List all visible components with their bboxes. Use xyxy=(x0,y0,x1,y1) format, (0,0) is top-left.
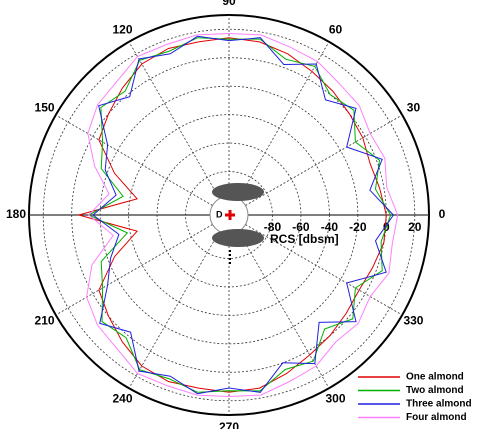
series-line xyxy=(92,35,395,395)
theta-tick-label: 300 xyxy=(325,392,345,406)
theta-tick-label: 270 xyxy=(219,420,239,429)
theta-tick-label: 330 xyxy=(403,314,423,328)
center-label: D xyxy=(216,209,223,219)
center-object: D xyxy=(209,183,264,266)
lobe xyxy=(212,229,264,247)
grid-spoke xyxy=(241,114,403,208)
theta-tick-label: 90 xyxy=(222,0,236,8)
series-line xyxy=(86,32,399,398)
plot-area xyxy=(76,32,399,398)
legend-label: Two almond xyxy=(406,385,464,396)
theta-tick-label: 180 xyxy=(6,207,26,221)
lobe xyxy=(212,183,264,201)
radial-axis-label: RCS [dbsm] xyxy=(270,232,339,246)
theta-tick-label: 210 xyxy=(35,314,55,328)
center-cross xyxy=(225,210,235,220)
theta-tick-label: 30 xyxy=(407,101,421,115)
r-tick-label: -20 xyxy=(349,220,367,234)
theta-tick-label: 240 xyxy=(112,392,132,406)
legend-label: Four almond xyxy=(406,412,467,423)
legend-label: One almond xyxy=(406,372,464,383)
grid-spoke xyxy=(236,41,330,203)
legend: One almond Two almond Three almond Four alm… xyxy=(358,372,472,423)
theta-tick-label: 60 xyxy=(329,23,343,37)
legend-label: Three almond xyxy=(406,399,472,410)
grid-spoke xyxy=(236,227,330,389)
r-tick-label: -40 xyxy=(321,220,339,234)
r-tick-label: -60 xyxy=(292,220,310,234)
grid-spoke xyxy=(241,222,403,316)
theta-tick-label: 120 xyxy=(112,23,132,37)
theta-tick-label: 150 xyxy=(35,101,55,115)
grid-spoke xyxy=(128,227,222,389)
r-tick-label: 20 xyxy=(408,220,422,234)
theta-tick-label: 0 xyxy=(439,207,446,221)
r-tick-label: -80 xyxy=(264,220,282,234)
grid-spoke xyxy=(55,222,217,316)
grid-spoke xyxy=(55,114,217,208)
grid-spoke xyxy=(128,41,222,203)
series-line xyxy=(76,37,387,393)
